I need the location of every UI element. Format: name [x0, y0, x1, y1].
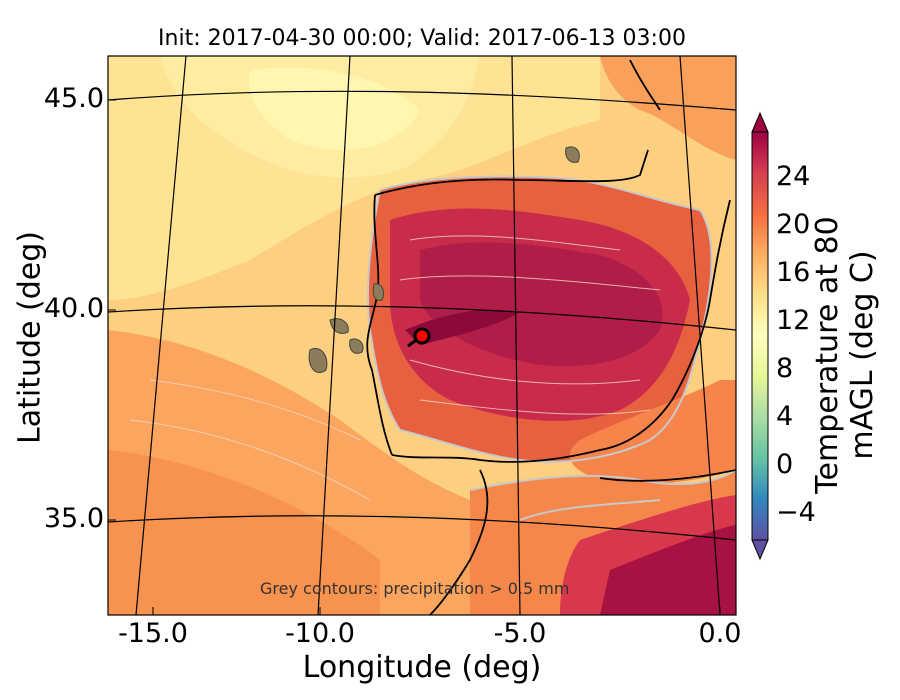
y-tick-label: 40.0	[43, 293, 104, 324]
x-tick-label: 0.0	[698, 618, 742, 649]
x-axis-label: Longitude (deg)	[302, 650, 542, 685]
colorbar-tick-label: 20	[776, 209, 811, 240]
colorbar-tick-label: 8	[776, 353, 794, 384]
plot-frame	[107, 55, 737, 616]
precip-note: Grey contours: precipitation > 0.5 mm	[260, 579, 569, 598]
y-axis-label: Latitude (deg)	[12, 231, 48, 444]
location-marker	[413, 327, 431, 345]
y-tick-label: 35.0	[43, 503, 104, 534]
colorbar	[751, 111, 769, 561]
x-tick-label: -5.0	[493, 618, 547, 649]
x-tick-label: -15.0	[118, 618, 188, 649]
colorbar-tick-label: 12	[776, 305, 811, 336]
colorbar-tick-label: 0	[776, 449, 794, 480]
x-tick-label: -10.0	[285, 618, 355, 649]
colorbar-tick-label: −4	[776, 497, 816, 528]
colorbar-tick-label: 4	[776, 401, 794, 432]
colorbar-tick-label: 24	[776, 161, 811, 192]
colorbar-label: Temperature at 80 mAGL (deg C)	[810, 216, 880, 494]
y-tick-label: 45.0	[43, 83, 104, 114]
temperature-field	[108, 56, 736, 615]
colorbar-tick-label: 16	[776, 257, 811, 288]
map-title: Init: 2017-04-30 00:00; Valid: 2017-06-1…	[158, 26, 686, 51]
